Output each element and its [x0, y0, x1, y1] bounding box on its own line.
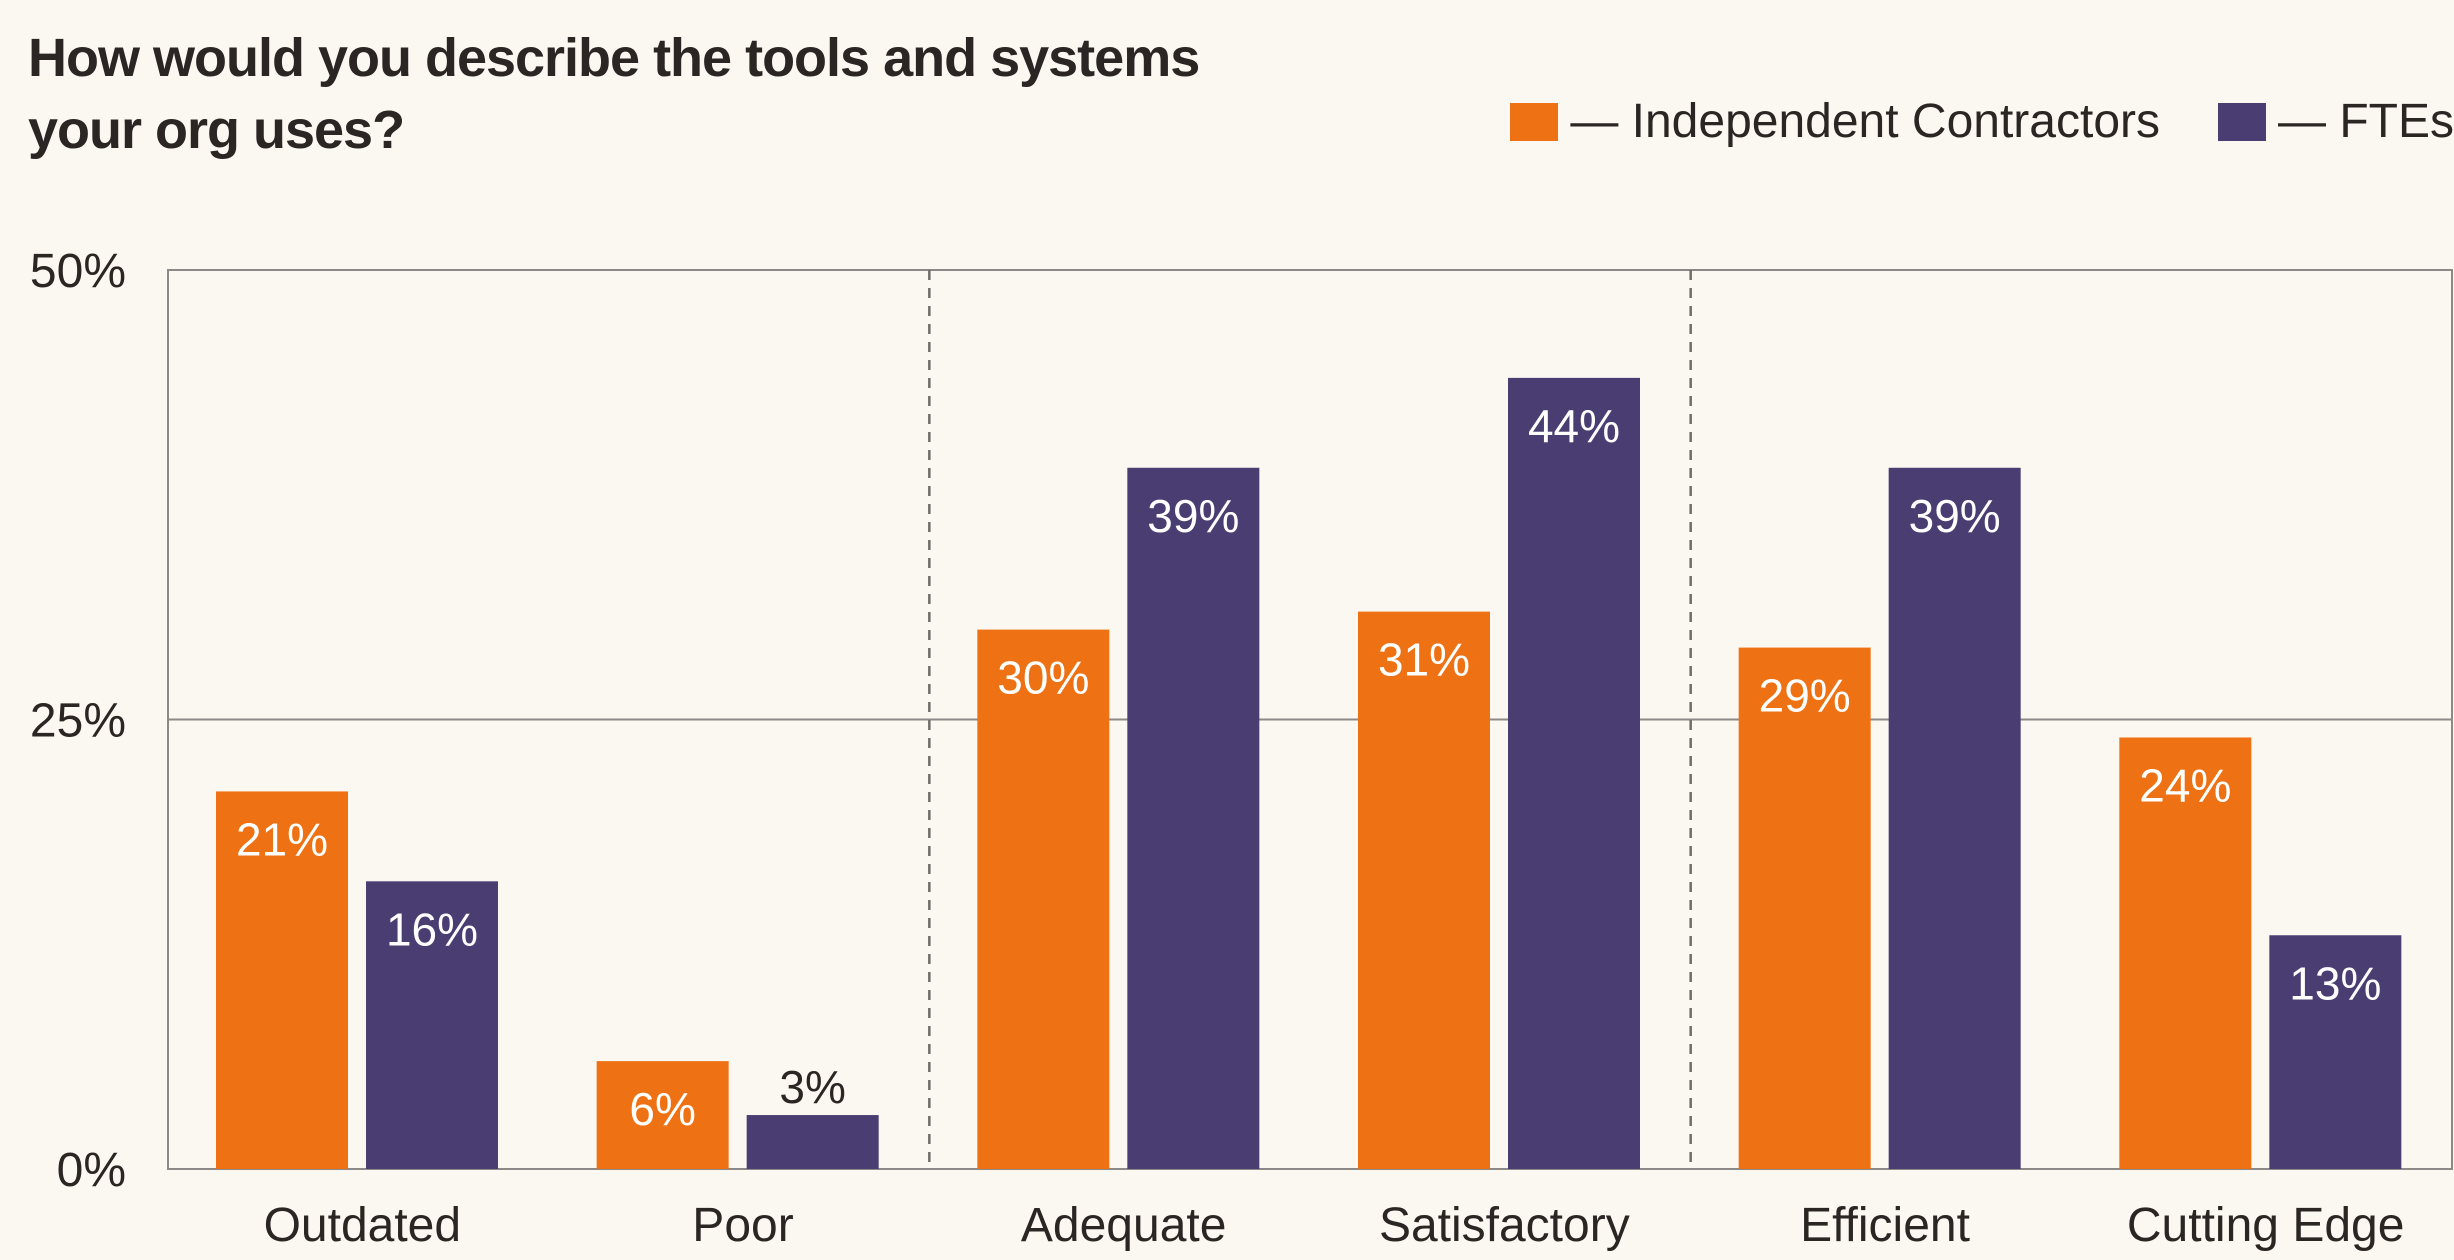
bar-ftes-4: [1888, 467, 2021, 1169]
value-label: 6%: [629, 1083, 695, 1135]
bar-contractors-5: [2119, 737, 2252, 1169]
legend-label-ftes: — FTEs: [2278, 95, 2454, 148]
bar-contractors-1: [596, 1061, 729, 1169]
value-label: 24%: [2139, 759, 2231, 811]
y-tick-label: 25%: [30, 695, 126, 748]
x-tick-label: Outdated: [264, 1199, 461, 1252]
y-tick-label: 50%: [30, 245, 126, 298]
value-label: 3%: [779, 1061, 845, 1113]
value-label: 13%: [2289, 957, 2381, 1009]
chart-legend: — Independent Contractors — FTEs: [1510, 90, 2454, 154]
x-tick-label: Satisfactory: [1379, 1199, 1630, 1252]
value-label: 44%: [1528, 400, 1620, 452]
value-label: 29%: [1759, 670, 1851, 722]
y-tick-label: 0%: [57, 1144, 126, 1197]
legend-label-contractors: — Independent Contractors: [1570, 95, 2160, 148]
legend-swatch-ftes: [2218, 103, 2266, 141]
value-label: 31%: [1378, 634, 1470, 686]
x-tick-label: Efficient: [1800, 1199, 1970, 1252]
bar-ftes-3: [1508, 377, 1640, 1169]
legend-item-contractors: — Independent Contractors: [1510, 90, 2160, 154]
bar-contractors-2: [977, 629, 1110, 1169]
x-tick-label: Poor: [692, 1199, 793, 1252]
bar-contractors-4: [1738, 647, 1871, 1169]
chart-title: How would you describe the tools and sys…: [28, 28, 1200, 160]
value-label: 21%: [236, 813, 328, 865]
value-label: 39%: [1147, 490, 1239, 542]
bar-ftes-2: [1127, 467, 1260, 1169]
x-tick-label: Adequate: [1021, 1199, 1227, 1252]
x-tick-label: Cutting Edge: [2127, 1199, 2405, 1252]
bar-contractors-3: [1358, 611, 1490, 1169]
value-label: 16%: [386, 903, 478, 955]
legend-item-ftes: — FTEs: [2218, 90, 2454, 154]
value-label: 30%: [997, 652, 1089, 704]
legend-swatch-contractors: [1510, 103, 1559, 141]
bar-contractors-0: [216, 791, 348, 1169]
bar-ftes-0: [366, 881, 498, 1169]
value-label: 39%: [1909, 490, 2001, 542]
bar-ftes-1: [746, 1115, 879, 1169]
bar-ftes-5: [2269, 935, 2402, 1169]
